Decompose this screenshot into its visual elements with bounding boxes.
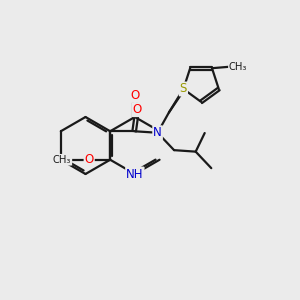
Text: S: S: [180, 82, 187, 95]
Text: O: O: [133, 103, 142, 116]
Text: N: N: [153, 126, 162, 139]
Text: O: O: [85, 153, 94, 166]
Text: CH₃: CH₃: [53, 155, 71, 165]
Text: CH₃: CH₃: [229, 62, 247, 72]
Text: NH: NH: [126, 167, 144, 181]
Text: O: O: [130, 89, 140, 102]
